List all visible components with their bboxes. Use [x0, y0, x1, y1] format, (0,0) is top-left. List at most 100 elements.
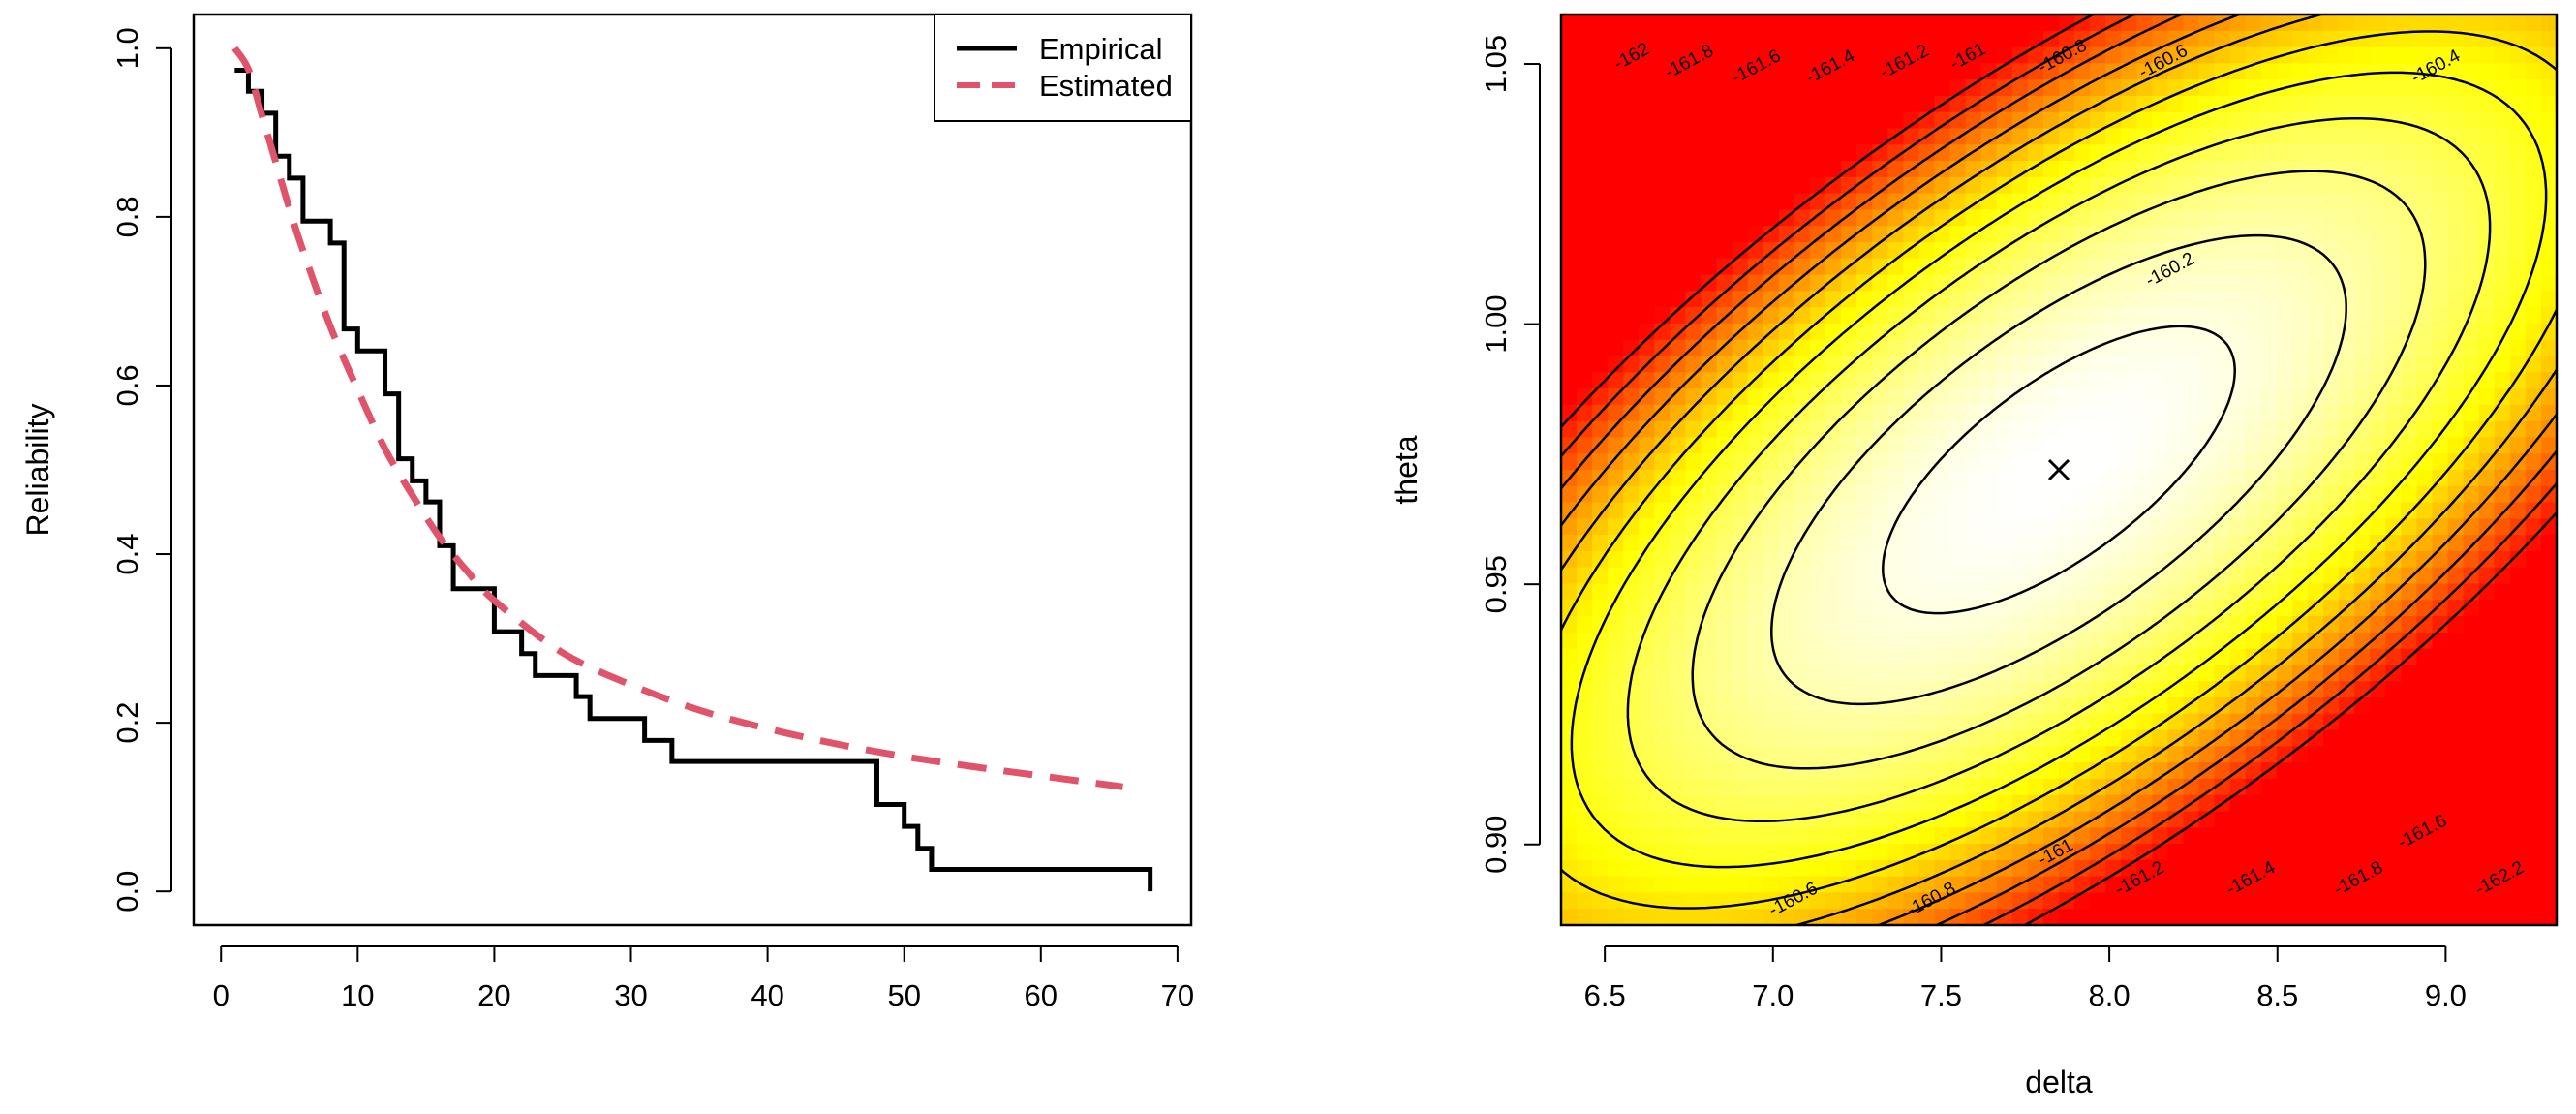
- heat-cell: [1701, 242, 1718, 260]
- heat-cell: [2105, 46, 2122, 64]
- heat-cell: [1794, 794, 1811, 813]
- heat-cell: [2152, 144, 2169, 162]
- heat-cell: [2027, 339, 2044, 357]
- heat-cell: [1887, 762, 1904, 780]
- heat-cell: [2027, 95, 2044, 113]
- heat-cell: [2401, 502, 2418, 519]
- heat-cell: [2152, 729, 2169, 747]
- heat-cell: [2090, 258, 2106, 276]
- heat-cell: [1716, 420, 1733, 439]
- heat-cell: [2214, 372, 2231, 389]
- heat-cell: [2183, 193, 2200, 211]
- heat-cell: [1872, 63, 1888, 80]
- heat-cell: [1623, 697, 1640, 715]
- heat-cell: [1623, 176, 1640, 195]
- heat-cell: [2494, 746, 2511, 763]
- heat-cell: [1965, 550, 1982, 569]
- heat-cell: [2059, 274, 2075, 292]
- heat-cell: [1608, 226, 1624, 243]
- heat-cell: [1763, 909, 1780, 926]
- heat-cell: [2105, 665, 2122, 682]
- heat-cell: [2011, 291, 2029, 308]
- heat-cell: [2354, 15, 2371, 32]
- heat-cell: [1856, 648, 1873, 666]
- heat-cell: [2090, 502, 2106, 519]
- heat-cell: [2370, 535, 2386, 552]
- heat-cell: [1623, 535, 1640, 552]
- heat-cell: [2105, 372, 2122, 389]
- heat-cell: [1561, 502, 1578, 519]
- heat-cell: [1654, 876, 1671, 894]
- heat-cell: [1732, 258, 1749, 276]
- heat-cell: [2074, 583, 2091, 601]
- heat-cell: [2401, 762, 2418, 780]
- heat-cell: [1732, 356, 1749, 373]
- heat-cell: [2121, 372, 2137, 389]
- heat-cell: [1654, 388, 1671, 406]
- heat-cell: [2385, 827, 2402, 845]
- heat-cell: [2416, 502, 2434, 519]
- heat-cell: [1887, 616, 1904, 634]
- heat-cell: [1841, 746, 1857, 763]
- heat-cell: [2011, 323, 2029, 341]
- heat-cell: [1903, 470, 1920, 487]
- heat-cell: [1965, 616, 1982, 634]
- heat-cell: [2121, 567, 2137, 585]
- heat-cell: [2385, 79, 2402, 97]
- heat-cell: [1841, 274, 1857, 292]
- heat-cell: [1825, 453, 1842, 471]
- heat-cell: [1965, 30, 1982, 48]
- heat-cell: [2385, 746, 2402, 763]
- heat-cell: [1794, 209, 1811, 227]
- heat-cell: [2478, 176, 2496, 195]
- heat-cell: [2339, 46, 2355, 64]
- heat-cell: [2167, 470, 2185, 487]
- heat-cell: [1794, 550, 1811, 569]
- heat-cell: [2167, 404, 2185, 422]
- x-tick-label: 7.0: [1752, 978, 1794, 1012]
- heat-cell: [1794, 600, 1811, 617]
- heat-cell: [2416, 372, 2434, 389]
- heat-cell: [2447, 193, 2465, 211]
- heat-cell: [2214, 79, 2231, 97]
- x-tick-label: 9.0: [2425, 978, 2467, 1012]
- heat-cell: [2354, 859, 2371, 878]
- heat-cell: [2198, 15, 2216, 32]
- heat-cell: [2136, 95, 2153, 113]
- y-tick-label: 0.8: [110, 196, 144, 237]
- heat-cell: [2447, 15, 2465, 32]
- heat-cell: [2121, 648, 2137, 666]
- heat-cell: [2385, 909, 2402, 926]
- heat-cell: [1654, 307, 1671, 325]
- heat-cell: [2276, 583, 2293, 601]
- heat-cell: [2276, 30, 2293, 48]
- heat-cell: [1872, 583, 1888, 601]
- heat-cell: [2136, 144, 2153, 162]
- heat-cell: [2260, 550, 2278, 569]
- heat-cell: [2385, 567, 2402, 585]
- heat-cell: [1996, 420, 2013, 439]
- heat-cell: [2308, 339, 2324, 357]
- contour-lines: [1561, 15, 2557, 925]
- heat-cell: [2074, 274, 2091, 292]
- heat-cell: [2540, 794, 2558, 813]
- heat-cell: [2245, 697, 2262, 715]
- heat-cell: [1639, 176, 1655, 195]
- heat-cell: [2152, 600, 2169, 617]
- heat-cell: [1778, 291, 1795, 308]
- heat-cell: [2463, 681, 2480, 698]
- heat-cell: [2198, 778, 2216, 796]
- heat-cell: [1856, 550, 1873, 569]
- heat-cell: [1856, 827, 1873, 845]
- heat-cell: [2136, 291, 2153, 308]
- heat-cell: [2432, 681, 2449, 698]
- heat-cell: [2121, 111, 2137, 130]
- heat-cell: [2385, 616, 2402, 634]
- heat-cell: [2198, 307, 2216, 325]
- heat-cell: [1841, 681, 1857, 698]
- heat-cell: [2260, 794, 2278, 813]
- heat-cell: [2323, 437, 2340, 454]
- heat-cell: [2136, 648, 2153, 666]
- heat-cell: [1577, 209, 1593, 227]
- heat-cell: [1747, 15, 1764, 32]
